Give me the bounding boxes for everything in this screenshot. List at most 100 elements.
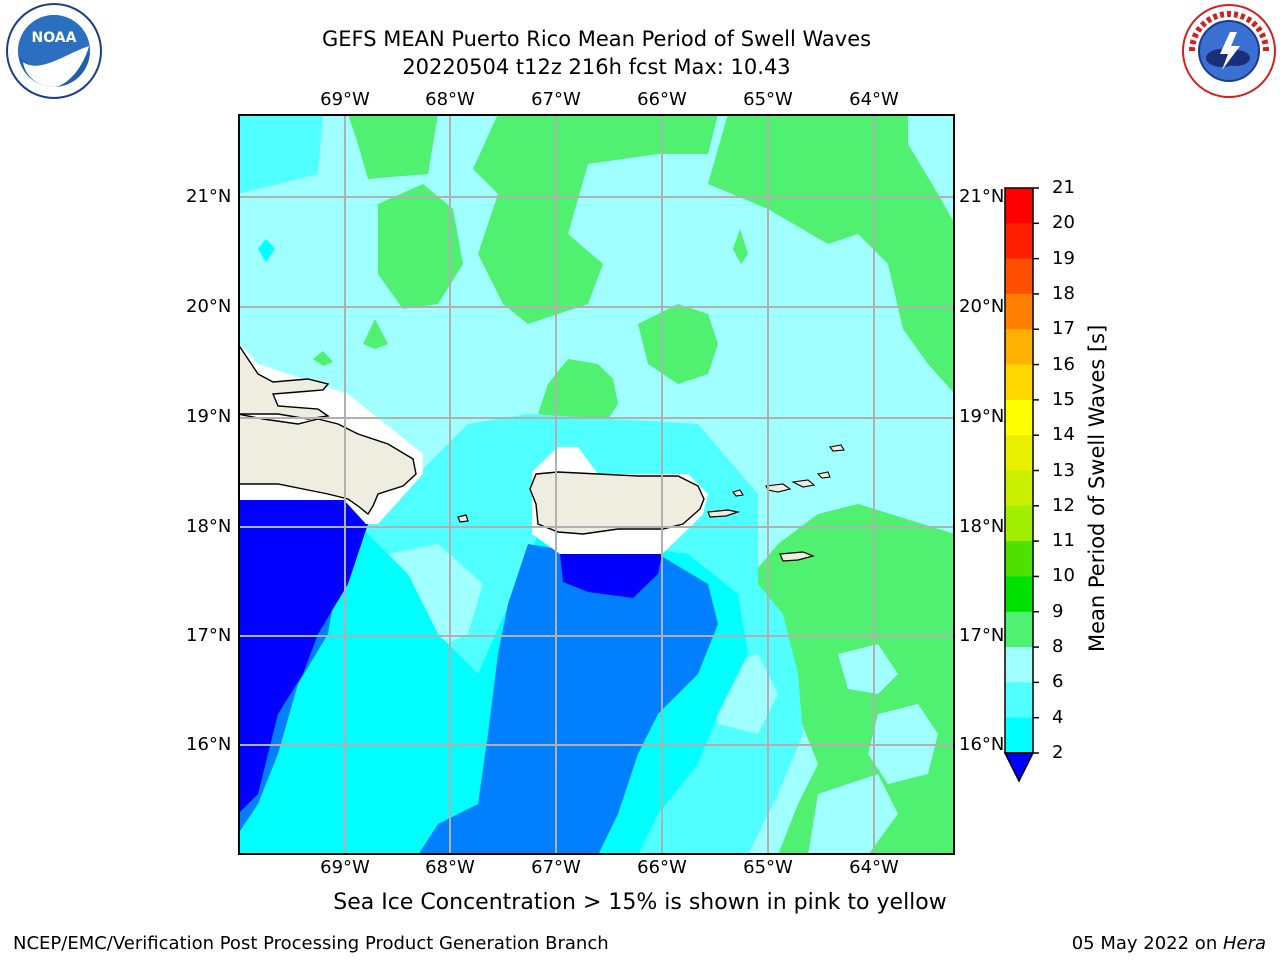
colorbar	[1000, 186, 1040, 786]
lat-label-right: 21°N	[959, 186, 1005, 207]
colorbar-segment	[1005, 647, 1033, 683]
colorbar-segment	[1005, 329, 1033, 366]
colorbar-tick-label: 18	[1052, 282, 1075, 304]
band-4-6-spot	[258, 239, 275, 262]
colorbar-extension	[1003, 752, 1035, 783]
band-6-8-nw	[238, 114, 323, 194]
lat-label-left: 16°N	[186, 734, 232, 755]
colorbar-tick-label: 6	[1052, 671, 1064, 693]
virgin-island-b	[791, 479, 816, 488]
footer-date-text: 05 May 2022 on	[1071, 933, 1223, 954]
colorbar-tick-label: 20	[1052, 212, 1075, 234]
virgin-island-d	[829, 444, 845, 452]
footer-credit: NCEP/EMC/Verification Post Processing Pr…	[13, 933, 609, 954]
colorbar-tick-label: 16	[1052, 353, 1075, 375]
map-frame	[238, 114, 955, 855]
band-9-10-east	[638, 304, 718, 384]
vieques-island	[707, 509, 741, 518]
puerto-rico-land	[529, 471, 705, 535]
map-panel	[238, 114, 955, 855]
band-below-2	[238, 500, 368, 814]
lat-label-right: 20°N	[959, 296, 1005, 317]
svg-text:NOAA: NOAA	[32, 30, 77, 46]
lon-label-top: 65°W	[743, 89, 793, 110]
culebra-island	[732, 489, 744, 497]
colorbar-tick-label: 4	[1052, 706, 1064, 728]
colorbar-segment	[1005, 364, 1033, 401]
colorbar-segment	[1005, 188, 1033, 224]
lat-label-right: 17°N	[959, 625, 1005, 646]
band-9-10-central	[538, 359, 618, 419]
colorbar-tick-label: 12	[1052, 494, 1075, 516]
band-9-10-islet-c	[733, 229, 748, 264]
colorbar-segment	[1005, 293, 1033, 330]
band-below-2-pr	[560, 554, 662, 598]
colorbar-segment	[1005, 576, 1033, 613]
colorbar-tick-label: 19	[1052, 247, 1075, 269]
lon-label-bottom: 64°W	[849, 857, 899, 878]
lat-label-right: 19°N	[959, 406, 1005, 427]
colorbar-tick-label: 15	[1052, 388, 1075, 410]
lat-label-left: 19°N	[186, 406, 232, 427]
virgin-island-c	[816, 471, 831, 479]
lon-label-bottom: 69°W	[320, 857, 370, 878]
colorbar-segment	[1005, 611, 1033, 648]
band-2-4-spot-a	[633, 709, 641, 722]
colorbar-tick-label: 13	[1052, 459, 1075, 481]
footer-date: 05 May 2022 on Hera	[1072, 933, 1266, 954]
colorbar-segment	[1005, 470, 1033, 507]
nws-logo	[1180, 2, 1278, 100]
lat-label-left: 17°N	[186, 625, 232, 646]
swell-period-field	[238, 114, 955, 855]
band-9-10-ne	[708, 114, 955, 394]
lon-label-bottom: 66°W	[637, 857, 687, 878]
band-9-10-islet-b	[313, 351, 333, 366]
lat-label-left: 21°N	[186, 186, 232, 207]
colorbar-segment	[1005, 717, 1033, 754]
lon-label-bottom: 67°W	[531, 857, 581, 878]
band-2-4-spot-b	[578, 794, 586, 806]
hispaniola-north-peninsula	[238, 342, 330, 420]
noaa-logo: NOAA	[5, 2, 103, 100]
lat-label-left: 18°N	[186, 516, 232, 537]
colorbar-segment	[1005, 399, 1033, 436]
colorbar-segment	[1005, 223, 1033, 260]
lat-label-right: 18°N	[959, 516, 1005, 537]
colorbar-graphic	[1003, 187, 1039, 783]
colorbar-segment	[1005, 541, 1033, 577]
band-2-4-center	[418, 544, 718, 855]
colorbar-tick-label: 11	[1052, 530, 1075, 552]
band-9-10-islet-a	[363, 319, 388, 349]
mona-island	[457, 514, 469, 523]
colorbar-segment	[1005, 682, 1033, 719]
colorbar-tick-label: 8	[1052, 636, 1064, 658]
lat-label-right: 16°N	[959, 734, 1005, 755]
colorbar-tick-label: 17	[1052, 318, 1075, 340]
colorbar-title: Mean Period of Swell Waves [s]	[1085, 324, 1109, 652]
band-9-10-north-b	[473, 114, 718, 324]
colorbar-tick-label: 9	[1052, 600, 1064, 622]
lon-label-bottom: 65°W	[743, 857, 793, 878]
colorbar-segment	[1005, 505, 1033, 542]
st-croix-island	[779, 551, 815, 562]
band-9-10-north-c	[378, 184, 463, 309]
lat-label-left: 20°N	[186, 296, 232, 317]
band-9-10-north-a	[348, 114, 438, 179]
band-8-9-se-c	[808, 774, 898, 855]
lon-label-top: 67°W	[531, 89, 581, 110]
chart-title: GEFS MEAN Puerto Rico Mean Period of Swe…	[321, 27, 872, 51]
colorbar-segment	[1005, 258, 1033, 295]
colorbar-tick-label: 10	[1052, 565, 1075, 587]
colorbar-tick-label: 21	[1052, 177, 1075, 198]
lon-label-bottom: 68°W	[425, 857, 475, 878]
band-8-9-se-a	[838, 644, 898, 694]
colorbar-tick-label: 2	[1052, 742, 1064, 763]
lon-label-top: 66°W	[637, 89, 687, 110]
graticule	[238, 114, 955, 855]
lon-label-top: 68°W	[425, 89, 475, 110]
sea-ice-note: Sea Ice Concentration > 15% is shown in …	[333, 890, 947, 915]
lon-label-top: 69°W	[320, 89, 370, 110]
chart-subtitle: 20220504 t12z 216h fcst Max: 10.43	[402, 55, 791, 79]
footer-machine: Hera	[1222, 933, 1266, 954]
colorbar-tick-label: 14	[1052, 424, 1075, 446]
